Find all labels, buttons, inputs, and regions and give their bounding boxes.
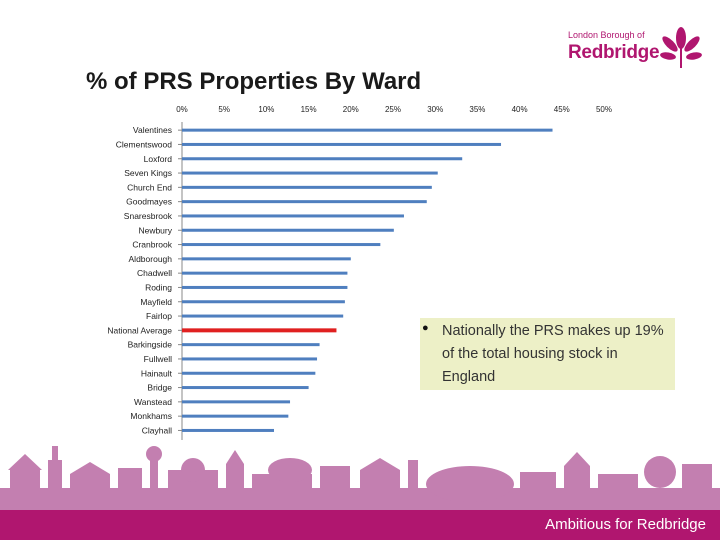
skyline-illustration bbox=[0, 446, 720, 512]
ward-bar bbox=[182, 128, 553, 132]
ward-bar bbox=[182, 228, 394, 232]
category-label: Newbury bbox=[138, 225, 172, 235]
category-label: Fullwell bbox=[144, 354, 172, 364]
x-tick-label: 40% bbox=[512, 105, 528, 114]
x-tick-label: 15% bbox=[301, 105, 317, 114]
category-label: Clementswood bbox=[116, 139, 172, 149]
x-tick-label: 10% bbox=[258, 105, 274, 114]
category-label: National Average bbox=[107, 325, 172, 335]
x-tick-label: 50% bbox=[596, 105, 612, 114]
note-bullet: ● bbox=[422, 322, 429, 334]
ward-bar bbox=[182, 300, 345, 304]
x-tick-label: 20% bbox=[343, 105, 359, 114]
category-label: Fairlop bbox=[146, 311, 172, 321]
leaf-icon bbox=[660, 27, 702, 68]
redbridge-logo: London Borough of Redbridge bbox=[568, 27, 708, 74]
category-label: Barkingside bbox=[128, 340, 173, 350]
category-label: Wanstead bbox=[134, 397, 172, 407]
ward-bar bbox=[182, 357, 318, 361]
ward-bar bbox=[182, 200, 427, 204]
ward-bar bbox=[182, 400, 291, 404]
x-tick-label: 25% bbox=[385, 105, 401, 114]
category-label: Loxford bbox=[144, 154, 173, 164]
ward-bar bbox=[182, 185, 432, 189]
category-label: Seven Kings bbox=[124, 168, 172, 178]
ward-bar bbox=[182, 371, 316, 375]
category-label: Church End bbox=[127, 182, 172, 192]
x-tick-label: 30% bbox=[427, 105, 443, 114]
ward-bar bbox=[182, 414, 289, 418]
category-label: Chadwell bbox=[137, 268, 172, 278]
ward-bar bbox=[182, 214, 404, 218]
ward-bar bbox=[182, 171, 438, 175]
note-text: Nationally the PRS makes up 19% of the t… bbox=[442, 323, 664, 385]
ward-bar bbox=[182, 343, 320, 347]
ward-bar bbox=[182, 257, 351, 261]
category-label: Goodmayes bbox=[126, 197, 172, 207]
category-label: Snaresbrook bbox=[124, 211, 173, 221]
page-title: % of PRS Properties By Ward bbox=[86, 68, 422, 95]
ward-bar bbox=[182, 271, 348, 275]
footer-banner: Ambitious for Redbridge bbox=[0, 510, 720, 540]
x-tick-label: 0% bbox=[176, 105, 188, 114]
category-label: Mayfield bbox=[140, 297, 172, 307]
category-label: Bridge bbox=[147, 383, 172, 393]
ward-bar bbox=[182, 428, 274, 432]
national-average-note: ● Nationally the PRS makes up 19% of the… bbox=[420, 318, 675, 390]
category-label: Valentines bbox=[133, 125, 172, 135]
ward-bar bbox=[182, 314, 344, 318]
ward-bar bbox=[182, 285, 348, 289]
ward-bar bbox=[182, 157, 463, 161]
national-average-bar bbox=[182, 328, 337, 333]
x-tick-label: 45% bbox=[554, 105, 570, 114]
category-label: Monkhams bbox=[130, 411, 172, 421]
footer-text: Ambitious for Redbridge bbox=[545, 516, 706, 533]
category-label: Cranbrook bbox=[132, 240, 172, 250]
category-label: Aldborough bbox=[129, 254, 173, 264]
ward-bar-chart: 0% 5% 10% 15% 20% 25% 30% 35% 40% 45% 50% Valentine… bbox=[107, 105, 612, 440]
category-label: Roding bbox=[145, 282, 172, 292]
ward-bar bbox=[182, 386, 309, 390]
logo-small-text: London Borough of bbox=[568, 30, 645, 40]
logo-big-text: Redbridge bbox=[568, 42, 660, 63]
ward-bar bbox=[182, 243, 381, 247]
ward-bar bbox=[182, 142, 502, 146]
category-label: Clayhall bbox=[142, 425, 172, 435]
category-label: Hainault bbox=[141, 368, 173, 378]
x-tick-label: 35% bbox=[469, 105, 485, 114]
x-tick-label: 5% bbox=[218, 105, 230, 114]
